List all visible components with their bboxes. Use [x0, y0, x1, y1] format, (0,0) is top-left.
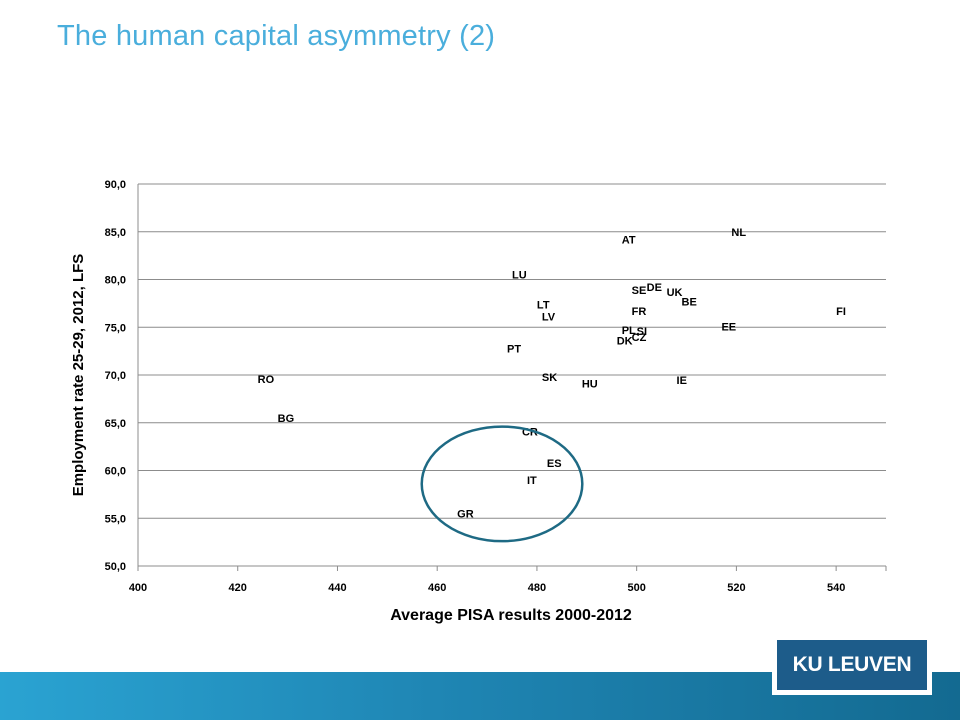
- x-tick-label: 460: [428, 582, 446, 594]
- x-axis-tick-labels: 400 420 440 460 480 500 520 540: [129, 582, 845, 594]
- slide-title: The human capital asymmetry (2): [57, 20, 496, 52]
- data-point-label-nl: NL: [731, 227, 746, 239]
- y-tick-label: 50,0: [105, 561, 126, 573]
- x-tick-label: 480: [528, 582, 546, 594]
- y-tick-label: 70,0: [105, 370, 126, 382]
- data-point-label-hu: HU: [582, 379, 598, 391]
- data-point-label-dk: DK: [617, 336, 633, 348]
- x-tick-label: 440: [328, 582, 346, 594]
- y-tick-label: 85,0: [105, 227, 126, 239]
- data-point-label-sk: SK: [542, 372, 557, 384]
- data-point-label-si: SI: [637, 326, 647, 338]
- logo-text: KU LEUVEN: [792, 653, 912, 676]
- data-point-label-es: ES: [547, 458, 562, 470]
- y-axis-title: Employment rate 25-29, 2012, LFS: [70, 254, 87, 497]
- ku-leuven-logo: KU LEUVEN: [772, 635, 932, 695]
- data-point-label-se: SE: [632, 285, 647, 297]
- data-point-label-gr: GR: [457, 508, 474, 520]
- x-tick-label: 540: [827, 582, 845, 594]
- x-axis-title: Average PISA results 2000-2012: [390, 607, 632, 624]
- data-point-label-pt: PT: [507, 343, 521, 355]
- data-point-label-lv: LV: [542, 312, 556, 324]
- data-point-label-lt: LT: [537, 299, 550, 311]
- x-tick-label: 420: [229, 582, 247, 594]
- scatter-chart: 50,0 55,0 60,0 65,0 70,0 75,0 80,0 85,0 90,0 400…: [70, 179, 887, 624]
- data-point-label-uk: UK: [667, 287, 683, 299]
- chart-gridlines: [137, 183, 887, 571]
- data-point-label-be: BE: [682, 296, 697, 308]
- y-tick-label: 60,0: [105, 466, 126, 478]
- y-tick-label: 75,0: [105, 322, 126, 334]
- y-tick-label: 65,0: [105, 418, 126, 430]
- data-point-label-ie: IE: [677, 375, 687, 387]
- data-point-label-it: IT: [527, 475, 537, 487]
- data-point-label-cz: CZ: [632, 332, 647, 344]
- x-tick-label: 500: [627, 582, 645, 594]
- data-point-label-fi: FI: [836, 306, 846, 318]
- data-point-label-fr: FR: [632, 306, 647, 318]
- logo-inner: KU LEUVEN: [777, 640, 927, 690]
- data-point-label-lu: LU: [512, 270, 527, 282]
- data-point-label-ro: RO: [258, 374, 275, 386]
- x-tick-label: 400: [129, 582, 147, 594]
- data-point-label-bg: BG: [278, 413, 295, 425]
- y-tick-label: 55,0: [105, 513, 126, 525]
- highlight-circle: [420, 425, 584, 543]
- y-tick-label: 90,0: [105, 179, 126, 191]
- data-point-label-ee: EE: [721, 321, 736, 333]
- y-axis-tick-labels: 50,0 55,0 60,0 65,0 70,0 75,0 80,0 85,0 90,0: [105, 179, 126, 573]
- x-tick-label: 520: [727, 582, 745, 594]
- data-point-label-pl: PL: [622, 325, 636, 337]
- data-point-label-at: AT: [622, 234, 636, 246]
- chart-annotations: [420, 425, 584, 543]
- y-tick-label: 80,0: [105, 275, 126, 287]
- data-point-label-de: DE: [647, 282, 662, 294]
